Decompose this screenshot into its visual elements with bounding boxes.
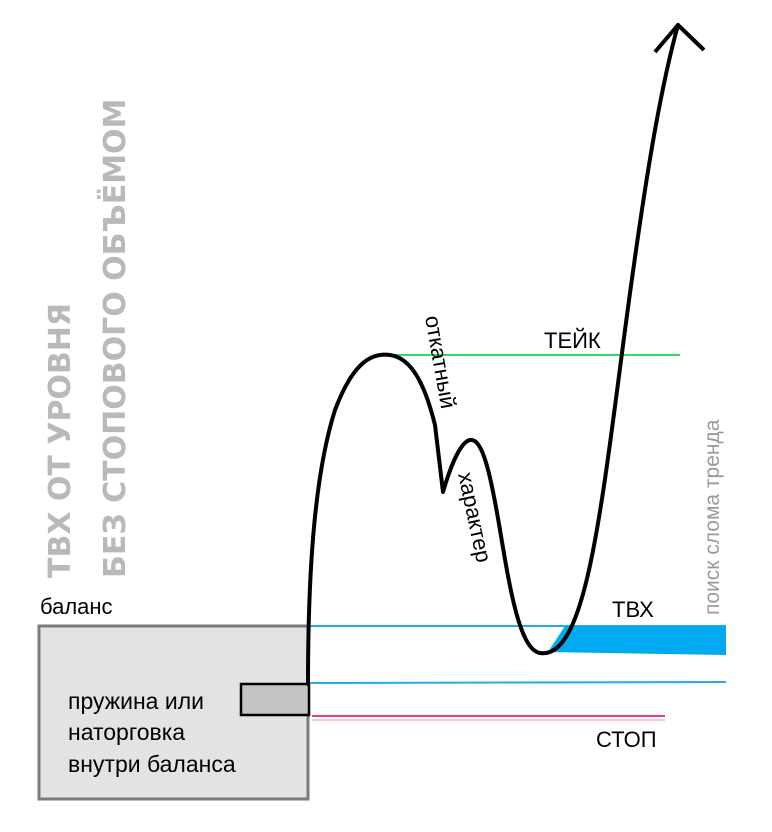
box-text-line-2: наторговка [68, 719, 185, 745]
lower-level-line [307, 681, 727, 684]
entry-zone [548, 626, 726, 655]
vertical-title: ТВХ ОТ УРОВНЯ БЕЗ СТОПОВОГО ОБЪЁМОМ [43, 99, 133, 578]
entry-label: ТВХ [612, 597, 654, 622]
trend-break-search-label: поиск слома тренда [701, 419, 724, 615]
box-text-line-1: пружина или [68, 688, 204, 714]
spring-rect [239, 682, 311, 717]
title-line-1: ТВХ ОТ УРОВНЯ [43, 303, 78, 578]
arrow-head [653, 23, 706, 54]
take-label: ТЕЙК [544, 328, 601, 353]
box-text-line-3: внутри баланса [68, 751, 236, 777]
stop-label: СТОП [596, 727, 657, 752]
title-line-2: БЕЗ СТОПОВОГО ОБЪЁМОМ [97, 99, 133, 578]
balance-label: баланс [40, 594, 113, 619]
price-path [306, 23, 680, 686]
